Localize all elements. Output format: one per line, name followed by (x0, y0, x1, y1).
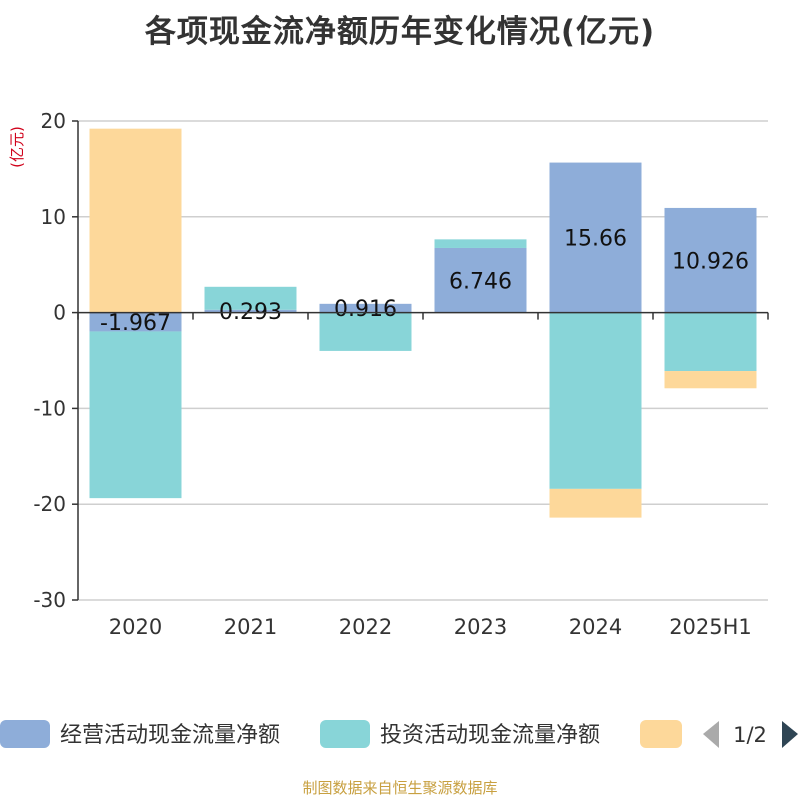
bar-series-1-2022[interactable] (319, 312, 412, 351)
source-note: 制图数据来自恒生聚源数据库 (302, 779, 498, 797)
y-tick-label: -10 (33, 396, 66, 420)
bar-series-0-2023[interactable] (434, 247, 527, 313)
bar-series-1-2024[interactable] (549, 312, 642, 489)
bar-series-0-2022[interactable] (319, 303, 412, 313)
x-tick-label: 2024 (569, 615, 622, 639)
bar-series-0-2024[interactable] (549, 162, 642, 313)
legend-prev-icon[interactable] (703, 721, 719, 748)
x-tick-label: 2021 (224, 615, 277, 639)
legend: 经营活动现金流量净额 投资活动现金流量净额 1/2 (0, 720, 798, 748)
data-label-2020: -1.967 (100, 311, 171, 336)
bar-series-0-2025H1[interactable] (664, 207, 757, 313)
y-tick-label: -20 (33, 492, 66, 516)
legend-next-icon[interactable] (782, 721, 798, 748)
bar-series-2-2020[interactable] (89, 128, 182, 313)
legend-label-1[interactable]: 投资活动现金流量净额 (380, 723, 600, 748)
y-tick-label: 0 (53, 301, 66, 325)
axes: 20 10 0 -10 -20 -30 (亿元) 2020 2021 2022 2023 2024 20… (8, 109, 769, 639)
legend-page-indicator: 1/2 (733, 723, 767, 747)
data-label-2024: 15.66 (564, 227, 627, 252)
y-tick-label: 20 (41, 109, 66, 133)
bar-series-0-2020[interactable] (89, 312, 182, 332)
chart-title: 各项现金流净额历年变化情况(亿元) (144, 14, 656, 50)
x-tick-label: 2022 (339, 615, 392, 639)
bar-series-1-2021[interactable] (204, 286, 297, 310)
grid-lines (78, 120, 768, 601)
data-label-2025H1: 10.926 (672, 249, 749, 274)
legend-swatch-1[interactable] (320, 720, 370, 748)
y-tick-label: 10 (41, 205, 66, 229)
y-tick-label: -30 (33, 588, 66, 612)
data-label-2023: 6.746 (449, 269, 512, 294)
legend-label-0[interactable]: 经营活动现金流量净额 (60, 723, 280, 748)
x-tick-label: 2020 (109, 615, 162, 639)
bar-series-1-2025H1[interactable] (664, 312, 757, 372)
bar-series-1-2023[interactable] (434, 239, 527, 248)
y-unit-label: (亿元) (8, 126, 26, 168)
bar-series-1-2020[interactable] (89, 331, 182, 499)
legend-swatch-0[interactable] (0, 720, 50, 748)
x-tick-label: 2023 (454, 615, 507, 639)
x-tick-label: 2025H1 (669, 615, 752, 639)
bars (89, 128, 757, 518)
bar-series-2-2024[interactable] (549, 488, 642, 518)
bar-series-0-2021[interactable] (204, 309, 297, 313)
data-label-2022: 0.916 (334, 297, 397, 322)
legend-swatch-2[interactable] (640, 720, 682, 748)
bar-series-2-2025H1[interactable] (664, 371, 757, 389)
